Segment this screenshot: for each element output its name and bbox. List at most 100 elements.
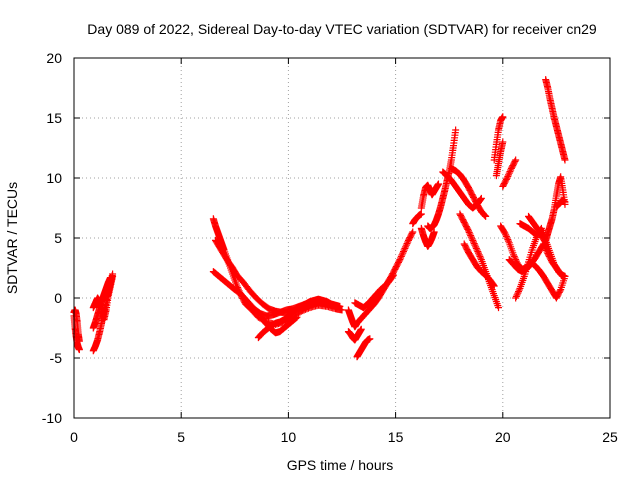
data-point bbox=[482, 212, 490, 220]
data-point bbox=[504, 236, 512, 244]
data-point bbox=[501, 229, 509, 237]
data-point bbox=[512, 256, 520, 264]
data-point bbox=[417, 210, 425, 218]
data-point bbox=[404, 238, 412, 246]
data-point bbox=[293, 313, 301, 321]
data-point bbox=[477, 195, 485, 203]
data-point bbox=[473, 246, 481, 254]
data-point bbox=[505, 171, 513, 179]
data-point bbox=[514, 289, 522, 297]
y-tick-label: 20 bbox=[46, 50, 62, 66]
data-point bbox=[106, 274, 114, 282]
data-point bbox=[481, 212, 489, 220]
x-tick-label: 15 bbox=[388, 429, 404, 445]
data-point bbox=[507, 166, 515, 174]
data-point bbox=[357, 325, 365, 333]
data-point bbox=[515, 286, 523, 294]
data-point bbox=[504, 172, 512, 180]
series-arc-14 bbox=[351, 271, 397, 312]
data-point bbox=[402, 241, 410, 249]
series-arc-13 bbox=[353, 335, 374, 361]
data-point bbox=[465, 228, 473, 236]
data-point bbox=[503, 234, 511, 242]
data-point bbox=[561, 198, 569, 206]
data-point bbox=[505, 169, 513, 177]
data-point bbox=[409, 228, 417, 236]
y-tick-label: -5 bbox=[50, 350, 63, 366]
data-point bbox=[502, 175, 510, 183]
data-point bbox=[466, 230, 474, 238]
data-point bbox=[399, 249, 407, 257]
data-point bbox=[389, 272, 397, 280]
data-point bbox=[467, 232, 475, 240]
data-point bbox=[559, 272, 567, 280]
data-point bbox=[556, 287, 564, 295]
y-axis-label: SDTVAR / TECUs bbox=[4, 182, 20, 294]
data-point bbox=[515, 288, 523, 296]
series-arc-32 bbox=[525, 212, 550, 247]
data-point bbox=[434, 180, 442, 188]
data-point bbox=[395, 257, 403, 265]
data-point bbox=[75, 337, 83, 345]
y-tick-label: 15 bbox=[46, 110, 62, 126]
data-point bbox=[505, 237, 513, 245]
series-arc-11 bbox=[344, 228, 417, 331]
data-point bbox=[477, 254, 485, 262]
series-arc-18 bbox=[424, 126, 460, 232]
data-point bbox=[541, 238, 549, 246]
data-point bbox=[477, 194, 485, 202]
ticks: 0 5 10 15 20 25 -10 -5 0 5 10 15 20 bbox=[42, 50, 618, 445]
data-point bbox=[397, 254, 405, 262]
data-point bbox=[499, 138, 507, 146]
data-point bbox=[490, 281, 498, 289]
series-arc-33 bbox=[552, 197, 569, 211]
data-point bbox=[397, 252, 405, 260]
data-point bbox=[338, 306, 346, 314]
data-point bbox=[467, 233, 475, 241]
data-point bbox=[557, 271, 565, 279]
series-arc-20 bbox=[447, 164, 490, 220]
data-point bbox=[403, 240, 411, 248]
data-point bbox=[402, 243, 410, 251]
series-arc-22 bbox=[460, 240, 498, 290]
data-point bbox=[430, 228, 438, 236]
x-tick-label: 20 bbox=[495, 429, 511, 445]
series-arc-29 bbox=[542, 76, 569, 164]
data-point bbox=[471, 241, 479, 249]
series-arc-12 bbox=[344, 325, 365, 344]
x-tick-label: 10 bbox=[281, 429, 297, 445]
data-point bbox=[490, 282, 498, 290]
data-point bbox=[464, 227, 472, 235]
data-point bbox=[470, 240, 478, 248]
data-point bbox=[558, 272, 566, 280]
data-point bbox=[464, 225, 472, 233]
data-point bbox=[472, 243, 480, 251]
data-point bbox=[468, 235, 476, 243]
data-point bbox=[510, 252, 518, 260]
series-arc-21 bbox=[456, 210, 503, 312]
data-point bbox=[511, 254, 519, 262]
data-points bbox=[70, 76, 569, 361]
data-point bbox=[399, 248, 407, 256]
series-arc-30 bbox=[542, 173, 569, 244]
grid bbox=[74, 58, 610, 418]
series-arc-15 bbox=[409, 210, 425, 228]
data-point bbox=[408, 229, 416, 237]
data-point bbox=[75, 346, 83, 354]
y-tick-label: -10 bbox=[42, 410, 62, 426]
data-point bbox=[469, 236, 477, 244]
data-point bbox=[389, 271, 397, 279]
data-point bbox=[512, 294, 520, 302]
data-point bbox=[506, 168, 514, 176]
data-point bbox=[366, 335, 374, 343]
data-point bbox=[512, 156, 520, 164]
series-arc-17 bbox=[417, 224, 438, 250]
y-tick-label: 10 bbox=[46, 170, 62, 186]
series-arc-10 bbox=[259, 313, 301, 337]
data-point bbox=[512, 292, 520, 300]
data-point bbox=[510, 251, 518, 259]
data-point bbox=[401, 244, 409, 252]
data-point bbox=[396, 256, 404, 264]
